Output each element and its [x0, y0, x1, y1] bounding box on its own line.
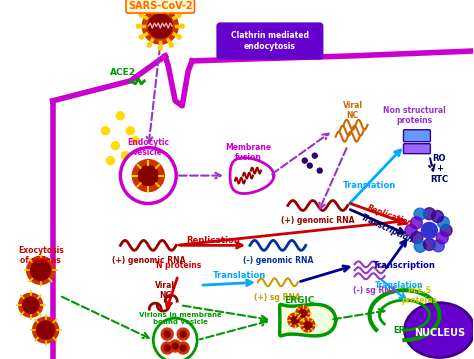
Circle shape [164, 345, 170, 351]
Circle shape [410, 217, 422, 229]
Text: ERGIC: ERGIC [284, 296, 315, 305]
Circle shape [421, 223, 438, 238]
Text: Transcription: Transcription [360, 213, 415, 244]
Circle shape [177, 328, 189, 340]
Circle shape [18, 293, 43, 317]
FancyBboxPatch shape [403, 144, 430, 154]
Circle shape [127, 127, 134, 135]
Circle shape [288, 313, 302, 327]
Circle shape [161, 342, 173, 354]
Ellipse shape [404, 303, 474, 358]
Text: (+) genomic RNA: (+) genomic RNA [281, 216, 355, 225]
Circle shape [107, 157, 114, 165]
Polygon shape [280, 304, 336, 336]
Circle shape [299, 309, 307, 317]
Text: Endocytic
vesicle: Endocytic vesicle [127, 138, 169, 157]
Circle shape [33, 317, 59, 343]
Circle shape [296, 306, 310, 320]
Circle shape [177, 13, 181, 17]
Circle shape [101, 127, 109, 135]
FancyBboxPatch shape [403, 130, 430, 142]
Text: Transcription: Transcription [373, 261, 436, 270]
Circle shape [304, 321, 312, 329]
Circle shape [147, 43, 151, 47]
Circle shape [132, 160, 164, 192]
Circle shape [117, 112, 124, 120]
Circle shape [139, 13, 143, 17]
Circle shape [121, 151, 129, 160]
Circle shape [36, 321, 55, 339]
Circle shape [414, 240, 426, 252]
Circle shape [423, 238, 435, 250]
Text: Replication: Replication [365, 203, 413, 228]
Circle shape [312, 153, 317, 158]
Circle shape [414, 208, 426, 220]
Circle shape [440, 224, 452, 236]
Circle shape [164, 331, 170, 337]
Text: Viral
NC: Viral NC [343, 101, 363, 121]
Circle shape [172, 343, 178, 349]
Circle shape [317, 168, 322, 173]
Text: Translation: Translation [343, 181, 396, 190]
Circle shape [142, 8, 178, 44]
Circle shape [169, 43, 173, 47]
Text: (+) genomic RNA: (+) genomic RNA [111, 256, 185, 265]
Text: Membrane
fusion: Membrane fusion [225, 143, 271, 162]
FancyBboxPatch shape [217, 23, 323, 59]
Text: Translation: Translation [375, 281, 424, 290]
Text: Clathrin mediated
endocytosis: Clathrin mediated endocytosis [231, 31, 309, 51]
Circle shape [307, 163, 312, 168]
Circle shape [291, 316, 299, 324]
Text: RO
+
RTC: RO + RTC [430, 154, 448, 183]
Circle shape [301, 318, 315, 332]
Circle shape [180, 331, 186, 337]
Circle shape [180, 345, 186, 351]
Text: Exocytosis
of virions: Exocytosis of virions [18, 246, 64, 265]
Text: (+) sg RNA: (+) sg RNA [255, 293, 301, 302]
Circle shape [302, 158, 307, 163]
Circle shape [436, 232, 448, 244]
Circle shape [131, 137, 139, 145]
Circle shape [438, 216, 449, 228]
Text: NUCLEUS: NUCLEUS [414, 328, 465, 338]
Circle shape [431, 210, 443, 223]
Circle shape [158, 46, 162, 50]
Circle shape [147, 5, 151, 9]
Circle shape [137, 24, 140, 28]
Circle shape [31, 260, 51, 280]
Circle shape [148, 14, 172, 38]
Circle shape [139, 35, 143, 39]
Text: ACE2: ACE2 [110, 69, 137, 78]
Text: Translation: Translation [213, 271, 266, 280]
Text: (-) genomic RNA: (-) genomic RNA [243, 256, 313, 265]
Circle shape [23, 297, 39, 313]
Text: ER: ER [393, 326, 406, 335]
Circle shape [111, 142, 119, 150]
Text: Replication: Replication [186, 236, 240, 245]
Text: N proteins: N proteins [155, 261, 201, 270]
Circle shape [161, 328, 173, 340]
Circle shape [169, 5, 173, 9]
Circle shape [432, 240, 444, 252]
Circle shape [177, 35, 181, 39]
Text: M,E,S
proteins: M,E,S proteins [401, 285, 438, 305]
Text: Virions in membrane
bound vesicle: Virions in membrane bound vesicle [139, 312, 221, 325]
Text: SARS-CoV-2: SARS-CoV-2 [128, 1, 192, 11]
Circle shape [180, 24, 184, 28]
Circle shape [158, 2, 162, 6]
Circle shape [169, 340, 181, 352]
Circle shape [177, 342, 189, 354]
Text: Non structural
proteins: Non structural proteins [383, 106, 446, 126]
Circle shape [405, 224, 417, 236]
Circle shape [138, 165, 158, 186]
Circle shape [411, 232, 423, 243]
Text: (-) sg RNA: (-) sg RNA [353, 286, 396, 295]
Text: Viral
NC: Viral NC [155, 280, 175, 300]
Circle shape [27, 256, 55, 284]
Circle shape [423, 208, 435, 220]
